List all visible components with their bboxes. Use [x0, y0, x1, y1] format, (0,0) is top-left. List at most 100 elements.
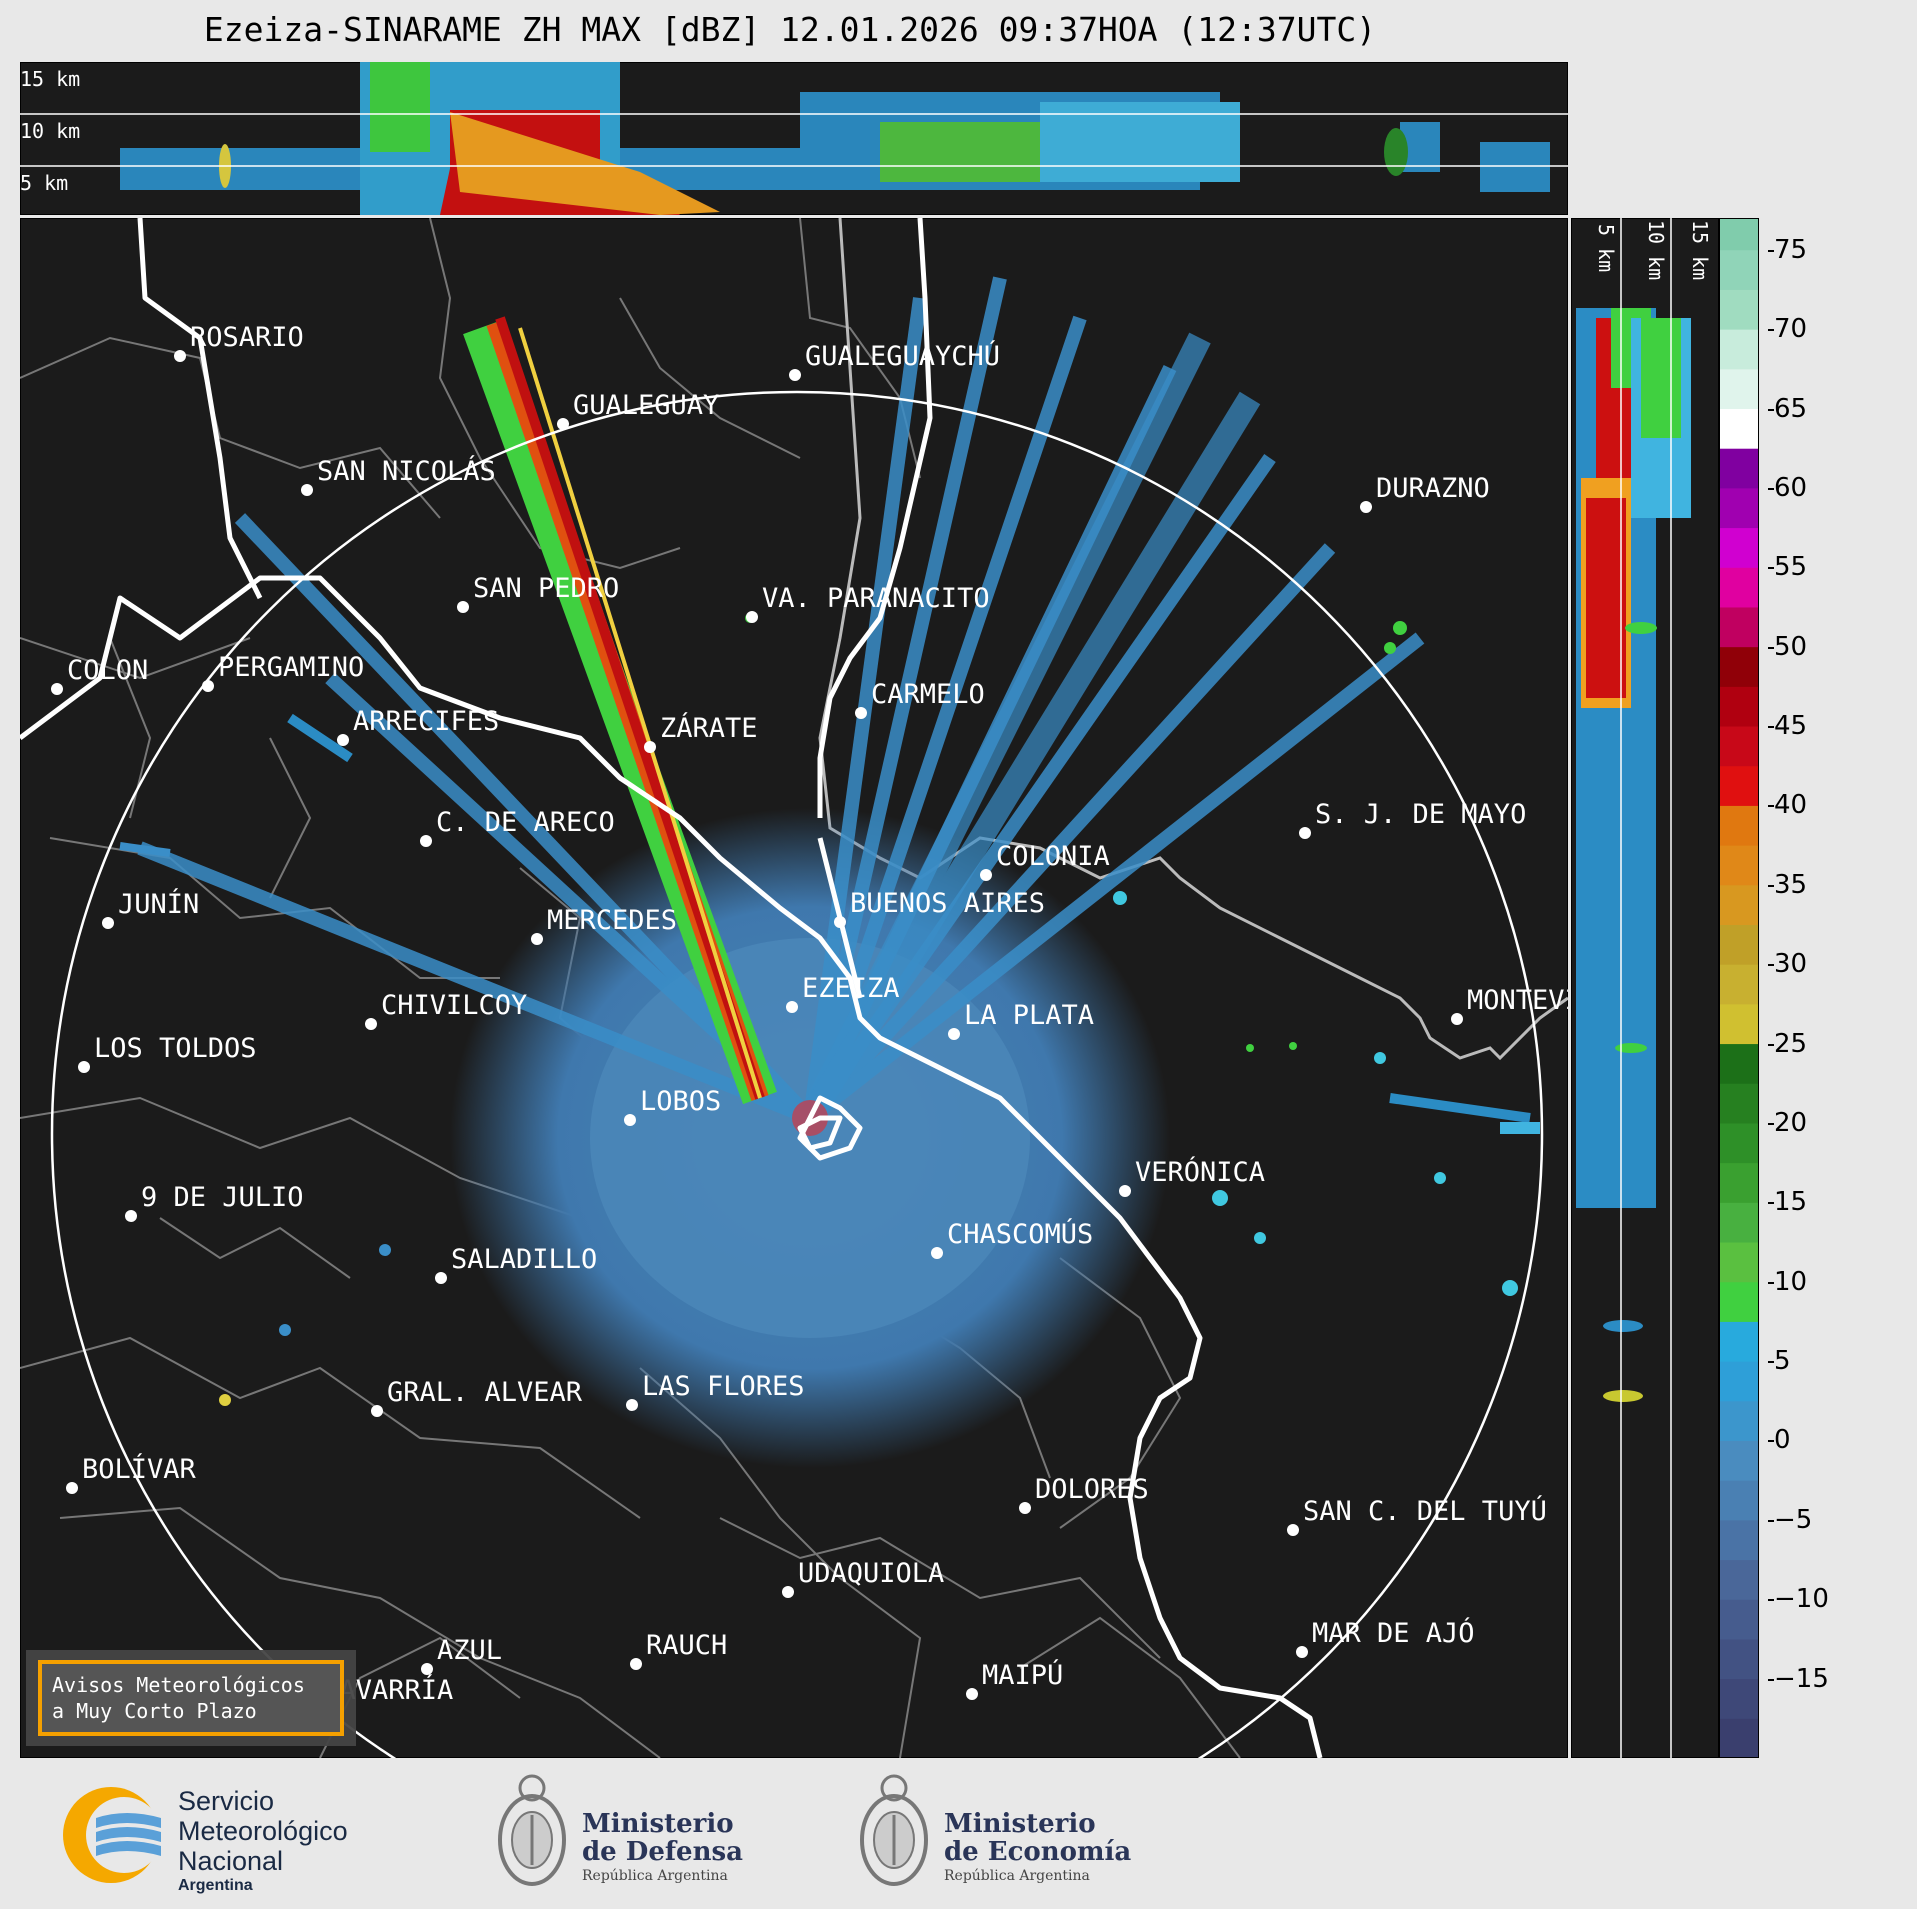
city-label: UDAQUIOLA [798, 1558, 944, 1589]
city-label: 9 DE JULIO [141, 1182, 304, 1213]
city-dot [66, 1482, 78, 1494]
city-label: LOBOS [640, 1086, 721, 1117]
city-marker: AZUL [421, 1635, 502, 1675]
smn-line-1: Servicio [178, 1786, 275, 1816]
colorbar-swatch [1719, 1321, 1759, 1362]
top-cross-section-panel: 15 km 10 km 5 km [20, 62, 1568, 215]
city-marker: BOLÍVAR [66, 1453, 197, 1494]
city-dot [337, 734, 349, 746]
city-dot [980, 869, 992, 881]
city-marker: COLONIA [980, 841, 1110, 881]
top-height-label-15: 15 km [20, 67, 80, 91]
city-dot [966, 1688, 978, 1700]
city-marker: UDAQUIOLA [782, 1558, 944, 1598]
defensa-sub: República Argentina [582, 1868, 728, 1884]
colorbar-swatch [1719, 845, 1759, 886]
city-marker: MONTEVIDEO [1451, 985, 1568, 1025]
colorbar-swatch [1719, 765, 1759, 806]
city-dot [202, 680, 214, 692]
smn-logo-icon [63, 1787, 162, 1883]
city-label: MONTEVIDEO [1467, 985, 1568, 1016]
colorbar-tick: 75 [1767, 234, 1808, 265]
economia-line-1: Ministerio [944, 1809, 1096, 1839]
aviso-line-1: Avisos Meteorológicos [52, 1673, 305, 1697]
city-label: LA PLATA [964, 1000, 1094, 1031]
city-dot [457, 601, 469, 613]
city-marker: VERÓNICA [1119, 1156, 1265, 1197]
colorbar-swatch [1719, 527, 1759, 568]
city-label: PERGAMINO [218, 652, 364, 683]
aviso-line-2: a Muy Corto Plazo [52, 1699, 257, 1723]
colorbar-swatch [1719, 1083, 1759, 1124]
colorbar-swatch [1719, 289, 1759, 330]
city-label: LAS FLORES [642, 1371, 805, 1402]
city-marker: CHASCOMÚS [931, 1218, 1093, 1259]
defensa-line-2: de Defensa [582, 1837, 743, 1867]
city-dot [1296, 1646, 1308, 1658]
colorbar-tick: 70 [1767, 314, 1808, 345]
city-marker: CHIVILCOY [365, 990, 527, 1030]
city-dot [789, 369, 801, 381]
smn-sub: Argentina [178, 1877, 253, 1894]
colorbar-swatch [1719, 1400, 1759, 1441]
colorbar-tick: 50 [1767, 631, 1808, 662]
city-dot [630, 1658, 642, 1670]
city-label: SAN C. DEL TUYÚ [1303, 1495, 1547, 1527]
colorbar-swatch [1719, 1361, 1759, 1402]
city-label: AZUL [437, 1635, 502, 1666]
colorbar-tick: 65 [1767, 393, 1808, 424]
city-marker: SAN PEDRO [457, 573, 619, 613]
city-marker: DURAZNO [1360, 473, 1490, 513]
smn-line-2: Meteorológico [178, 1816, 348, 1846]
city-marker: S. J. DE MAYO [1299, 799, 1526, 839]
city-label: COLONIA [996, 841, 1110, 872]
city-label: LOS TOLDOS [94, 1033, 257, 1064]
colorbar-tick: 0 [1768, 1425, 1791, 1456]
aviso-badge[interactable]: Avisos Meteorológicos a Muy Corto Plazo [38, 1660, 344, 1736]
colorbar-swatch [1719, 805, 1759, 846]
colorbar-tick: 45 [1767, 711, 1808, 742]
city-label: GUALEGUAYCHÚ [805, 340, 1000, 372]
city-label: CHIVILCOY [381, 990, 527, 1021]
colorbar-tick: 30 [1767, 949, 1808, 980]
right-height-label-15: 15 km [1688, 220, 1712, 280]
city-label: C. DE ARECO [436, 807, 615, 838]
defensa-line-1: Ministerio [582, 1809, 734, 1839]
city-label: ZÁRATE [660, 712, 758, 744]
city-label: MAR DE AJÓ [1312, 1617, 1475, 1649]
city-dot [746, 611, 758, 623]
colorbar-swatch [1719, 329, 1759, 370]
city-marker: GUALEGUAYCHÚ [789, 340, 1000, 381]
city-label: SAN PEDRO [473, 573, 619, 604]
city-label: SALADILLO [451, 1244, 597, 1275]
city-label: JUNÍN [118, 888, 199, 920]
city-dot [1299, 827, 1311, 839]
city-dot [78, 1061, 90, 1073]
defensa-text: Ministerio de Defensa República Argentin… [582, 1810, 743, 1886]
city-label: S. J. DE MAYO [1315, 799, 1526, 830]
economia-sub: República Argentina [944, 1868, 1090, 1884]
colorbar-tick: 40 [1767, 790, 1808, 821]
city-dot [557, 418, 569, 430]
city-dot [125, 1210, 137, 1222]
city-dot [948, 1028, 960, 1040]
city-marker: MAIPÚ [966, 1659, 1063, 1700]
city-dot [420, 835, 432, 847]
city-label: EZEIZA [802, 973, 900, 1004]
city-label: VA. PARANACITO [762, 583, 990, 614]
city-label: ROSARIO [190, 322, 304, 353]
colorbar-swatch [1719, 1122, 1759, 1164]
city-label: GUALEGUAY [573, 390, 719, 421]
colorbar-swatch [1719, 1043, 1759, 1084]
city-dot [1019, 1502, 1031, 1514]
colorbar-swatch [1719, 924, 1759, 965]
colorbar-swatch [1719, 487, 1759, 529]
colorbar-swatch [1719, 1718, 1759, 1758]
top-height-label-5: 5 km [20, 171, 68, 195]
colorbar-swatch [1719, 448, 1759, 489]
colorbar-tick: 20 [1767, 1107, 1808, 1138]
city-label: GRAL. ALVEAR [387, 1377, 583, 1408]
city-marker: ZÁRATE [644, 712, 758, 753]
city-label: DURAZNO [1376, 473, 1490, 504]
economia-seal-icon [860, 1774, 928, 1886]
